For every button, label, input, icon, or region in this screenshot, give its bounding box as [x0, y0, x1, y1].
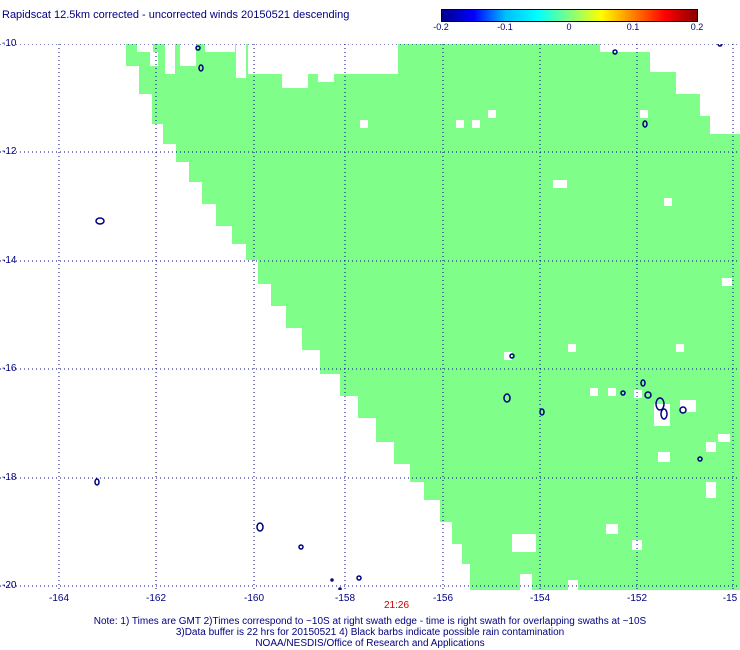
island-outline: [660, 408, 668, 420]
missing-data-cell: [165, 44, 175, 74]
missing-data-cell: [718, 434, 730, 442]
island-outline: [503, 393, 511, 403]
missing-data-cell: [606, 524, 618, 534]
missing-data-cell: [634, 390, 642, 398]
missing-data-cell: [658, 452, 670, 462]
swath-coverage: [126, 44, 740, 590]
color-scale-bar: [441, 9, 698, 22]
missing-data-cell: [504, 352, 512, 360]
missing-data-cell: [664, 198, 672, 206]
note-line-1: Note: 1) Times are GMT 2)Times correspon…: [93, 616, 647, 627]
missing-data-cell: [360, 120, 368, 128]
missing-data-cell: [137, 44, 153, 52]
missing-data-cell: [248, 44, 398, 74]
missing-data-cell: [512, 534, 536, 552]
missing-data-cells: [137, 44, 740, 590]
missing-data-cell: [676, 72, 740, 94]
colorbar-tick: 0.2: [690, 22, 704, 32]
colorbar-tick: -0.1: [497, 22, 513, 32]
island-outline: [256, 522, 264, 532]
lat-label: -18: [2, 472, 17, 483]
lon-label: -152: [626, 593, 648, 604]
lat-label: -14: [2, 255, 17, 266]
swath-area: [126, 44, 740, 590]
swath-time-label: 21:26: [384, 600, 410, 611]
missing-data-cell: [282, 74, 308, 88]
lat-label: -10: [2, 38, 17, 49]
colorbar-tick: -0.2: [433, 22, 449, 32]
missing-data-cell: [568, 580, 578, 590]
missing-data-cell: [590, 388, 598, 396]
lat-label: -16: [2, 363, 17, 374]
island-outlines: [94, 44, 723, 590]
chart-title: Rapidscat 12.5km corrected - uncorrected…: [2, 9, 350, 21]
lat-label: -20: [2, 580, 17, 591]
colorbar-tick: 0.1: [626, 22, 640, 32]
wind-difference-map: [0, 44, 740, 590]
missing-data-cell: [676, 344, 684, 352]
lon-label: -160: [243, 593, 265, 604]
missing-data-cell: [680, 400, 696, 412]
island-outline: [195, 45, 201, 51]
lat-lon-grid: [0, 44, 740, 590]
island-outline: [640, 379, 646, 387]
lon-label: -158: [334, 593, 356, 604]
missing-data-cell: [608, 388, 616, 396]
island-outline: [717, 44, 723, 47]
missing-data-cell: [722, 278, 732, 286]
missing-data-cell: [488, 110, 496, 118]
island-outline: [94, 478, 100, 486]
missing-data-cell: [568, 344, 576, 352]
missing-data-cell: [640, 110, 648, 118]
missing-data-cell: [710, 116, 740, 134]
island-outline: [356, 575, 362, 581]
island-outline: [644, 391, 652, 399]
island-outline: [95, 217, 105, 225]
missing-data-cell: [236, 44, 246, 78]
missing-data-cell: [205, 44, 235, 52]
lat-label: -12: [2, 146, 17, 157]
island-outline: [338, 587, 342, 590]
missing-data-cell: [650, 52, 740, 72]
lon-label: -154: [529, 593, 551, 604]
lon-label: -162: [145, 593, 167, 604]
lon-label: -156: [432, 593, 454, 604]
missing-data-cell: [553, 180, 567, 188]
missing-data-cell: [472, 120, 480, 128]
note-line-3: NOAA/NESDIS/Office of Research and Appli…: [255, 638, 485, 649]
missing-data-cell: [150, 52, 158, 66]
island-outline: [509, 353, 515, 359]
island-outline: [642, 120, 648, 128]
missing-data-cell: [520, 574, 532, 590]
island-outline: [679, 406, 687, 414]
lon-label: -164: [48, 593, 70, 604]
island-outline: [330, 578, 334, 582]
island-outline: [612, 49, 618, 55]
colorbar-tick: 0: [566, 22, 572, 32]
lon-label: -15: [722, 593, 738, 604]
missing-data-cell: [456, 120, 464, 128]
island-outline: [655, 397, 665, 411]
missing-data-cell: [600, 44, 740, 52]
note-line-2: 3)Data buffer is 22 hrs for 20150521 4) …: [175, 627, 565, 638]
missing-data-cell: [700, 94, 740, 116]
missing-data-cell: [706, 482, 716, 498]
island-outline: [697, 456, 703, 462]
island-outline: [298, 544, 304, 550]
island-outline: [539, 408, 545, 416]
island-outline: [198, 64, 204, 72]
missing-data-cell: [706, 442, 716, 452]
island-outline: [620, 390, 626, 396]
missing-data-cell: [180, 44, 196, 66]
missing-data-cell: [318, 74, 334, 82]
